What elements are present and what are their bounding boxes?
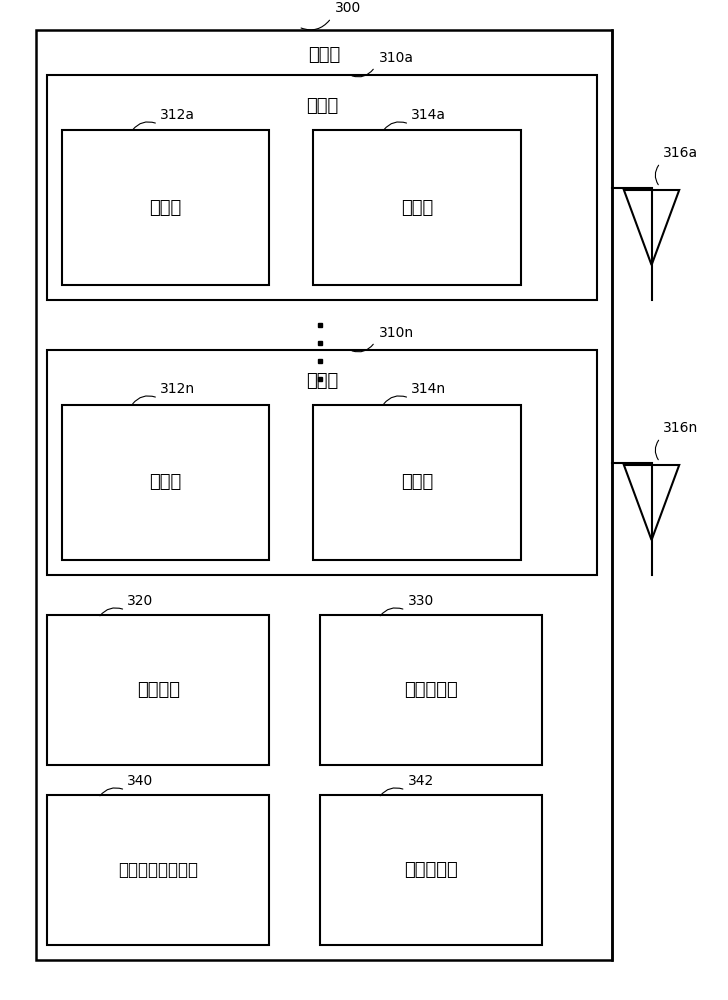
Text: 接收器: 接收器 (400, 198, 433, 217)
Text: 网络接口: 网络接口 (137, 681, 180, 699)
Text: 相邻者列表: 相邻者列表 (405, 861, 458, 879)
Text: 314n: 314n (411, 382, 446, 396)
Bar (47, 795, 269, 945)
Text: 316n: 316n (662, 421, 697, 435)
Text: 316a: 316a (662, 146, 697, 160)
Text: 310a: 310a (379, 51, 414, 65)
Text: 300: 300 (335, 1, 361, 15)
Text: 收发器: 收发器 (306, 97, 339, 115)
Text: 接入点: 接入点 (308, 46, 340, 64)
Bar (62, 130, 269, 285)
Text: 接收器: 接收器 (400, 474, 433, 491)
Bar (47, 75, 597, 300)
Text: 相邻者关系控制器: 相邻者关系控制器 (119, 861, 198, 879)
Text: 342: 342 (408, 774, 434, 788)
Text: 330: 330 (408, 594, 434, 608)
Text: 312a: 312a (160, 108, 195, 122)
Text: 收发器: 收发器 (306, 372, 339, 390)
Bar (320, 615, 542, 765)
Bar (47, 350, 597, 575)
Bar (313, 405, 521, 560)
Text: 320: 320 (127, 594, 154, 608)
Bar (36, 30, 612, 960)
Text: 310n: 310n (379, 326, 414, 340)
Text: 通信控制器: 通信控制器 (405, 681, 458, 699)
Bar (320, 795, 542, 945)
Bar (313, 130, 521, 285)
Bar (47, 615, 269, 765)
Text: 340: 340 (127, 774, 154, 788)
Text: 312n: 312n (160, 382, 195, 396)
Text: 发射器: 发射器 (149, 474, 182, 491)
Bar (62, 405, 269, 560)
Text: 发射器: 发射器 (149, 198, 182, 217)
Text: 314a: 314a (411, 108, 446, 122)
